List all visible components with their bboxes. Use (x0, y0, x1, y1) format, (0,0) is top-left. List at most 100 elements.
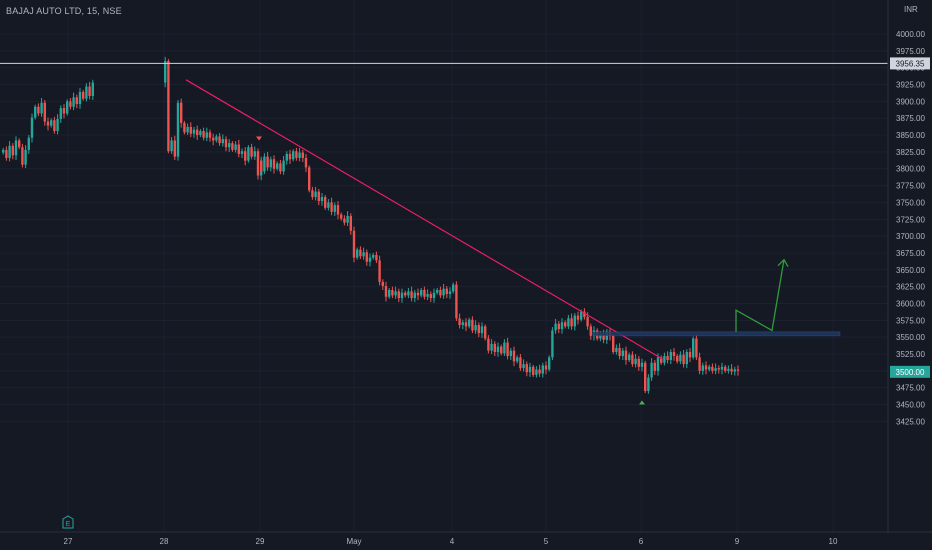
candle (279, 159, 282, 175)
candle (75, 94, 78, 109)
candle (506, 337, 509, 360)
candle (477, 322, 480, 338)
y-tick-label: 3850.00 (896, 131, 925, 140)
candle (43, 100, 46, 126)
resistance-zone[interactable] (592, 331, 841, 337)
y-tick-label: 3725.00 (896, 215, 925, 224)
candle (647, 374, 650, 394)
candle (464, 318, 468, 332)
candle (621, 347, 624, 361)
candle (375, 251, 378, 264)
y-tick-label: 3525.00 (896, 350, 925, 359)
y-tick-label: 3625.00 (896, 283, 925, 292)
candle (170, 137, 173, 154)
candle (11, 143, 14, 160)
y-tick-label: 3925.00 (896, 81, 925, 90)
candle (672, 347, 676, 361)
candle (634, 354, 637, 368)
candle (330, 197, 333, 216)
candle (205, 127, 208, 142)
candle (27, 135, 30, 154)
price-axis[interactable]: 4000.003975.003950.003925.003900.003875.… (896, 30, 925, 426)
candle (56, 114, 59, 135)
candle (724, 364, 727, 373)
candle (698, 352, 701, 375)
candle (199, 128, 202, 138)
candle (496, 342, 500, 357)
projection-path[interactable] (735, 258, 789, 332)
candle (333, 202, 336, 216)
y-tick-label: 3875.00 (896, 114, 925, 123)
candle (320, 192, 324, 206)
candle (208, 129, 212, 142)
candle (432, 288, 436, 303)
drawings-layer[interactable] (0, 62, 888, 360)
candle (480, 322, 484, 338)
candle (247, 145, 250, 163)
candle (736, 365, 740, 376)
candle (509, 347, 512, 361)
candle (253, 146, 256, 160)
candle (260, 158, 263, 174)
candle (186, 123, 189, 136)
candle (82, 89, 85, 101)
candle (8, 141, 11, 162)
candle (442, 283, 445, 299)
candle (471, 316, 474, 334)
candle (202, 127, 205, 141)
candle (14, 136, 18, 160)
trendline[interactable] (185, 79, 663, 360)
candle (272, 155, 276, 174)
candle (91, 79, 94, 101)
candle (519, 354, 522, 371)
candle (567, 314, 570, 330)
candle (704, 361, 708, 375)
candle (384, 281, 388, 302)
y-tick-label: 3425.00 (896, 417, 925, 426)
candle (615, 344, 618, 355)
x-tick-label: 6 (639, 537, 644, 546)
candle (423, 286, 426, 300)
y-tick-label: 3550.00 (896, 333, 925, 342)
candle (250, 143, 253, 160)
candle (452, 282, 455, 294)
candle (420, 287, 423, 298)
candle (522, 359, 525, 372)
candle (224, 136, 228, 152)
candle (228, 139, 231, 152)
candle (576, 311, 580, 325)
candle (512, 346, 516, 367)
candle (666, 351, 669, 364)
candle (372, 252, 375, 260)
candle (410, 286, 413, 302)
earnings-icon[interactable]: E (62, 515, 74, 529)
x-tick-label: 5 (544, 537, 549, 546)
candle (282, 155, 285, 175)
candle (711, 363, 714, 374)
horizontal-line-price-label: 3956.35 (896, 59, 925, 68)
candle (359, 246, 362, 260)
candle (37, 103, 40, 117)
candle (560, 318, 564, 334)
candle (640, 358, 644, 372)
y-tick-label: 3450.00 (896, 401, 925, 410)
candle (436, 287, 439, 295)
candle (292, 149, 295, 162)
y-tick-label: 3700.00 (896, 232, 925, 241)
candle (164, 56, 167, 88)
candle (644, 360, 647, 394)
candle (557, 320, 560, 334)
x-tick-label: 4 (450, 537, 455, 546)
candle (650, 358, 653, 381)
candle (46, 117, 50, 131)
candle (2, 147, 5, 155)
time-axis[interactable]: 27 28 29 May 4 5 6 9 10 (64, 537, 838, 546)
candle (516, 355, 519, 364)
candle (301, 149, 304, 163)
candle (564, 320, 567, 329)
candle (356, 247, 359, 260)
candle (413, 290, 416, 303)
candle (192, 126, 196, 138)
